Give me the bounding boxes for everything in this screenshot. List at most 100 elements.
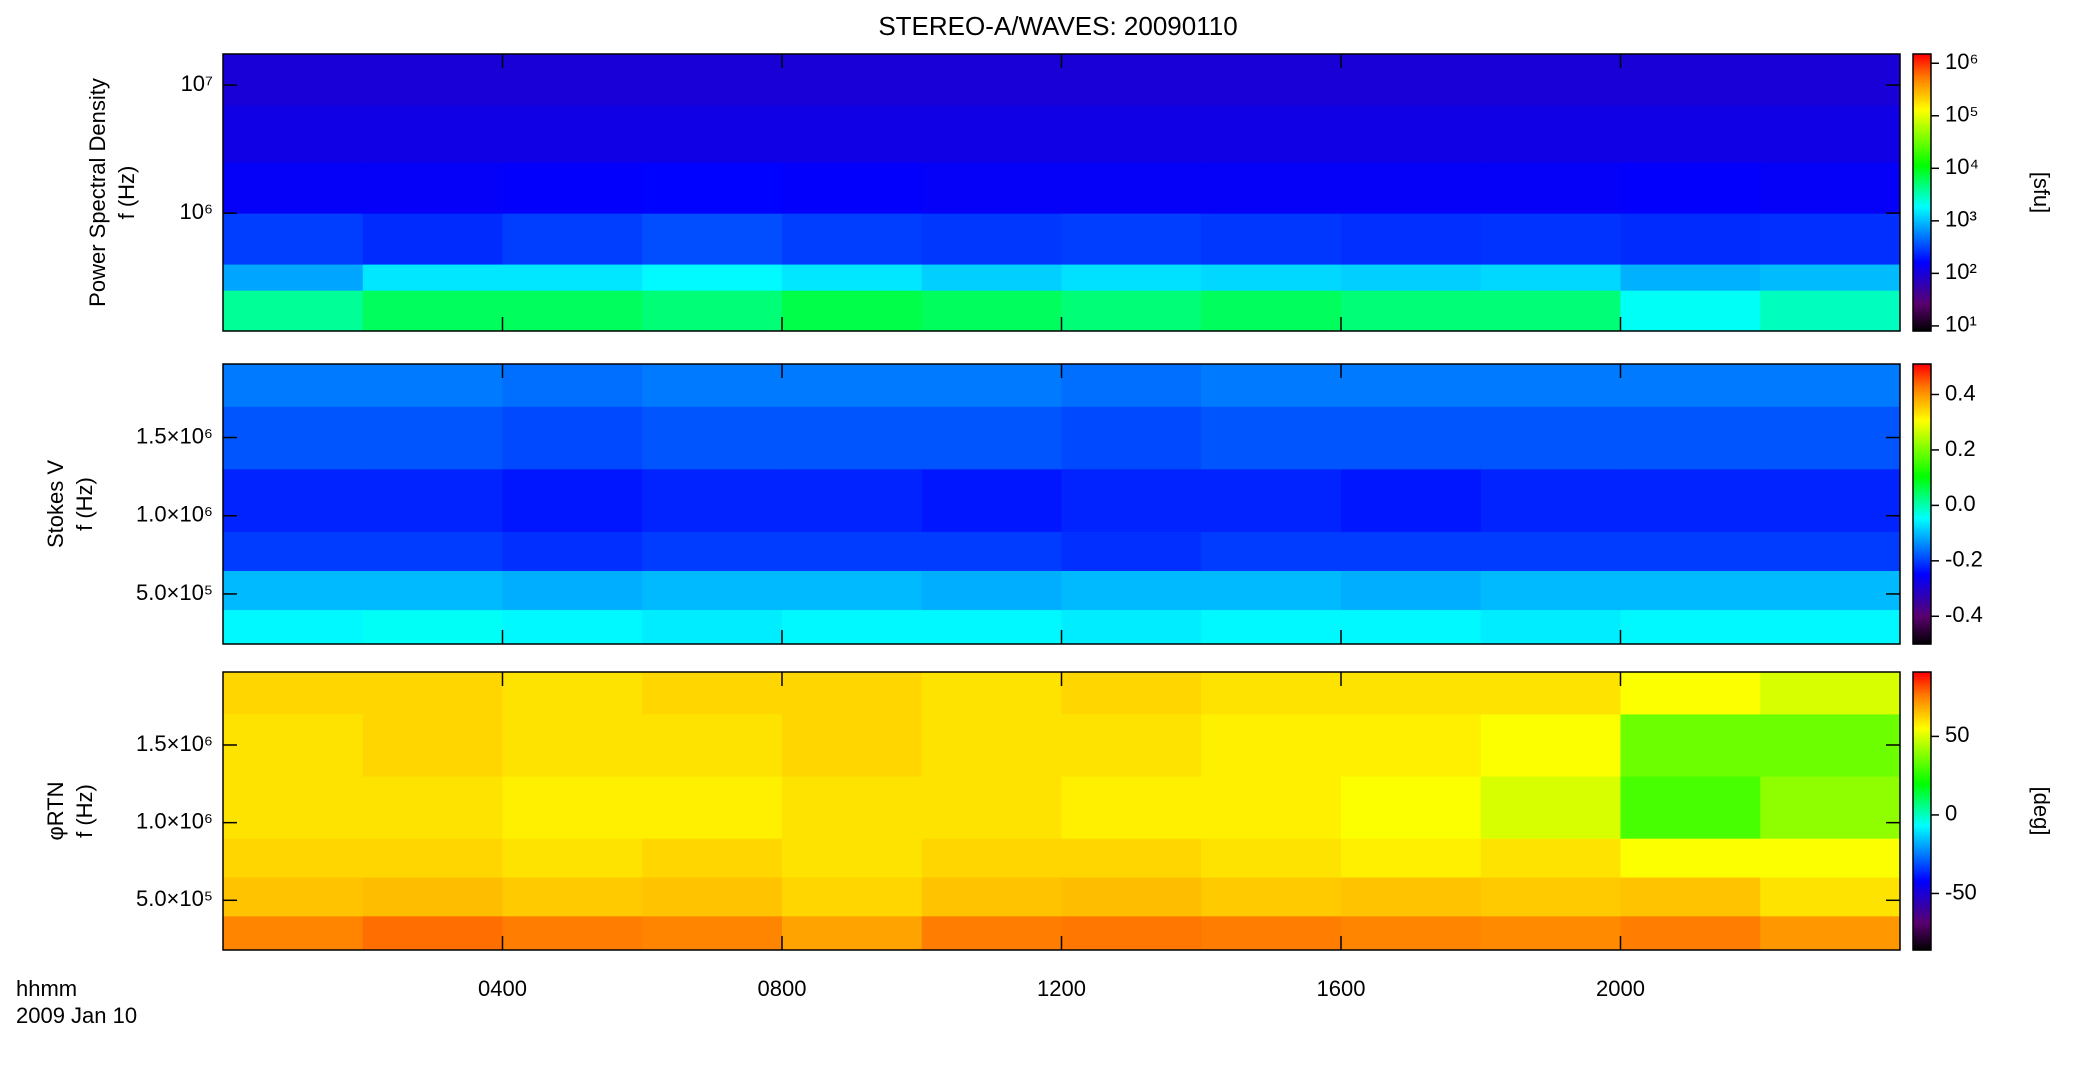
colorbar-gradient <box>1913 824 1931 828</box>
heatmap-cell <box>362 838 503 878</box>
y-axis-label: Stokes V <box>43 460 68 548</box>
colorbar-gradient <box>1913 604 1931 608</box>
x-axis-label: 2009 Jan 10 <box>16 1003 137 1028</box>
colorbar-gradient <box>1913 252 1931 256</box>
colorbar-gradient <box>1913 557 1931 561</box>
colorbar-gradient <box>1913 602 1931 605</box>
heatmap-cell <box>1341 468 1482 532</box>
colorbar-gradient <box>1913 328 1931 332</box>
heatmap-cell <box>782 213 923 265</box>
colorbar-gradient <box>1913 273 1931 277</box>
colorbar-gradient <box>1913 88 1931 92</box>
colorbar-gradient <box>1913 183 1931 187</box>
heatmap-cell <box>1201 468 1342 532</box>
colorbar-gradient <box>1913 560 1931 563</box>
colorbar-gradient <box>1913 676 1931 680</box>
colorbar-gradient <box>1913 506 1931 510</box>
colorbar-gradient <box>1913 859 1931 863</box>
colorbar-gradient <box>1913 287 1931 291</box>
colorbar-gradient <box>1913 905 1931 909</box>
colorbar-gradient <box>1913 201 1931 205</box>
colorbar-gradient <box>1913 291 1931 295</box>
colorbar-gradient <box>1913 725 1931 729</box>
heatmap-cell <box>782 406 923 470</box>
colorbar-gradient <box>1913 616 1931 619</box>
heatmap-cell <box>1620 531 1761 571</box>
heatmap-cell <box>921 776 1062 839</box>
colorbar-gradient <box>1913 268 1931 272</box>
heatmap-cell <box>1061 213 1202 265</box>
heatmap-cell <box>642 672 783 715</box>
colorbar-gradient <box>1913 490 1931 493</box>
heatmap-cell <box>1480 468 1621 532</box>
heatmap-cell <box>1061 104 1202 163</box>
colorbar-gradient <box>1913 834 1931 838</box>
y-axis-label: f (Hz) <box>72 477 97 531</box>
heatmap-cell <box>1620 877 1761 917</box>
heatmap-cell <box>1480 877 1621 917</box>
colorbar-gradient <box>1913 480 1931 484</box>
colorbar-gradient <box>1913 247 1931 251</box>
heatmap-cell <box>921 213 1062 265</box>
colorbar-tick-label: 10² <box>1945 259 1977 284</box>
colorbar-gradient <box>1913 576 1931 580</box>
colorbar-gradient <box>1913 515 1931 519</box>
heatmap-cell <box>642 570 783 611</box>
heatmap-cell <box>1061 406 1202 470</box>
colorbar-gradient <box>1913 229 1931 233</box>
colorbar-gradient <box>1913 208 1931 212</box>
heatmap-cell <box>1480 531 1621 571</box>
heatmap-cell <box>1480 570 1621 611</box>
colorbar-gradient <box>1913 455 1931 458</box>
heatmap-cell <box>362 609 503 645</box>
heatmap-cell <box>362 877 503 917</box>
heatmap-cell <box>921 104 1062 163</box>
colorbar-gradient <box>1913 224 1931 228</box>
colorbar-gradient <box>1913 778 1931 782</box>
colorbar-gradient <box>1913 866 1931 870</box>
colorbar-gradient <box>1913 445 1931 449</box>
colorbar-gradient <box>1913 815 1931 819</box>
colorbar-gradient <box>1913 254 1931 258</box>
colorbar-gradient <box>1913 843 1931 847</box>
colorbar-gradient <box>1913 903 1931 907</box>
heatmap-cell <box>921 264 1062 291</box>
colorbar-gradient <box>1913 901 1931 905</box>
heatmap-cell <box>921 915 1062 951</box>
heatmap-cell <box>1341 915 1482 951</box>
colorbar-gradient <box>1913 750 1931 754</box>
colorbar-gradient <box>1913 77 1931 80</box>
heatmap-cell <box>502 531 643 571</box>
heatmap-cell <box>1760 877 1901 917</box>
heatmap-cell <box>642 915 783 951</box>
colorbar-gradient <box>1913 704 1931 708</box>
heatmap-cell <box>1480 264 1621 291</box>
heatmap-cell <box>782 915 923 951</box>
colorbar-gradient <box>1913 606 1931 610</box>
colorbar-gradient <box>1913 678 1931 682</box>
colorbar-gradient <box>1913 95 1931 99</box>
colorbar-gradient <box>1913 192 1931 196</box>
heatmap-cell <box>1620 672 1761 715</box>
heatmap-cell <box>1061 264 1202 291</box>
colorbar-gradient <box>1913 771 1931 775</box>
heatmap-cell <box>1480 713 1621 777</box>
heatmap-cell <box>1620 609 1761 645</box>
colorbar-gradient <box>1913 820 1931 824</box>
heatmap-cell <box>1201 531 1342 571</box>
colorbar-gradient <box>1913 431 1931 435</box>
colorbar-gradient <box>1913 760 1931 763</box>
colorbar-gradient <box>1913 543 1931 547</box>
colorbar-gradient <box>1913 176 1931 180</box>
heatmap-cell <box>362 104 503 163</box>
colorbar-gradient <box>1913 933 1931 937</box>
colorbar-gradient <box>1913 127 1931 131</box>
heatmap-cell <box>1061 364 1202 407</box>
colorbar-gradient <box>1913 319 1931 323</box>
colorbar-gradient <box>1913 513 1931 517</box>
heatmap-cell <box>1480 213 1621 265</box>
colorbar-gradient <box>1913 250 1931 254</box>
heatmap-cell <box>1480 672 1621 715</box>
colorbar-gradient <box>1913 716 1931 719</box>
heatmap-cell <box>1620 104 1761 163</box>
